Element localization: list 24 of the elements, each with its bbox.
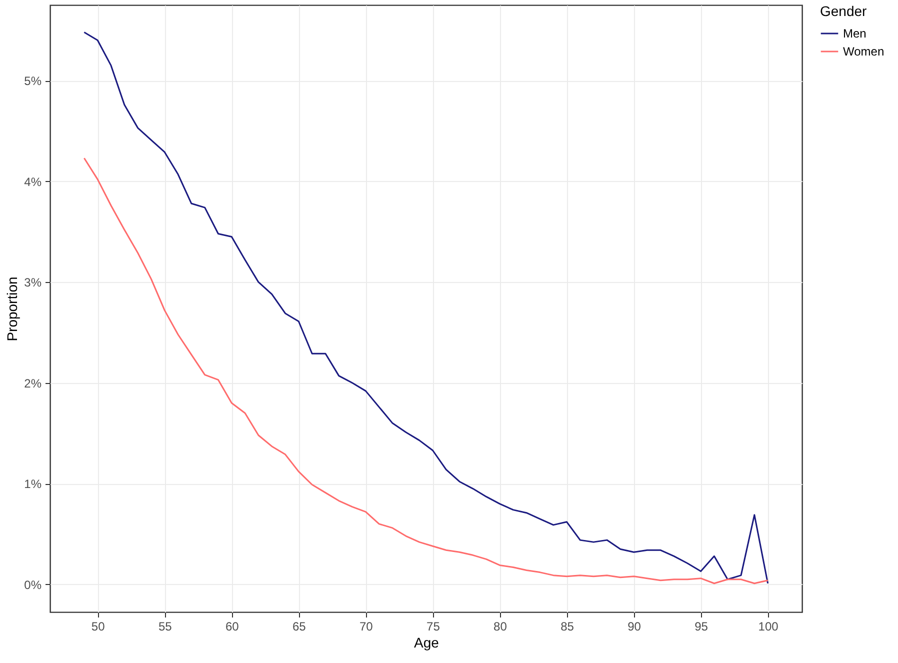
x-tick-label: 100 — [758, 620, 779, 634]
y-tick-label: 2% — [24, 376, 42, 390]
x-tick-label: 65 — [292, 620, 306, 634]
x-tick-label: 75 — [426, 620, 440, 634]
y-tick-label: 0% — [24, 578, 42, 592]
x-tick-label: 85 — [560, 620, 574, 634]
y-tick-label: 5% — [24, 74, 42, 88]
y-axis-title: Proportion — [4, 276, 20, 342]
x-axis-title: Age — [414, 634, 440, 650]
y-tick-label: 1% — [24, 477, 42, 492]
x-tick-label: 80 — [494, 620, 508, 634]
legend-title: Gender — [820, 3, 868, 19]
legend-label: Women — [843, 44, 884, 58]
x-tick-label: 90 — [628, 620, 642, 634]
x-tick-label: 70 — [360, 620, 374, 634]
legend-label: Men — [843, 26, 866, 40]
line-series — [83, 31, 769, 584]
line-series — [83, 157, 769, 584]
y-tick-label: 4% — [24, 174, 42, 189]
x-tick-label: 55 — [158, 620, 172, 634]
x-tick-label: 60 — [225, 620, 240, 634]
x-tick-label: 50 — [91, 620, 106, 634]
y-tick-label: 3% — [24, 276, 42, 290]
x-tick-label: 95 — [694, 620, 708, 634]
